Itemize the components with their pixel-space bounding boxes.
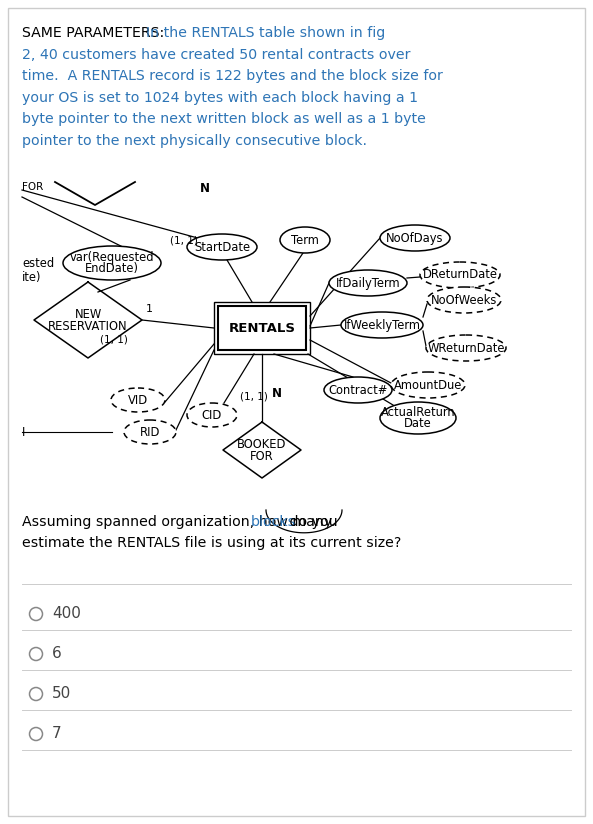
Text: RID: RID	[140, 425, 160, 438]
Ellipse shape	[280, 227, 330, 253]
Text: (1, 1): (1, 1)	[170, 235, 198, 245]
Text: time.  A RENTALS record is 122 bytes and the block size for: time. A RENTALS record is 122 bytes and …	[22, 69, 443, 83]
Text: VID: VID	[128, 394, 148, 406]
Polygon shape	[34, 282, 142, 358]
Text: do you: do you	[285, 515, 338, 529]
Ellipse shape	[426, 335, 506, 361]
Text: pointer to the next physically consecutive block.: pointer to the next physically consecuti…	[22, 133, 367, 147]
Text: 6: 6	[52, 647, 62, 662]
Text: N: N	[200, 181, 210, 194]
Ellipse shape	[380, 402, 456, 434]
Text: 50: 50	[52, 686, 71, 701]
Text: var(Requested: var(Requested	[70, 251, 154, 264]
Text: (1, 1): (1, 1)	[240, 391, 268, 401]
Text: byte pointer to the next written block as well as a 1 byte: byte pointer to the next written block a…	[22, 112, 426, 126]
Text: blocks: blocks	[251, 515, 296, 529]
Text: IfDailyTerm: IfDailyTerm	[336, 277, 400, 289]
Text: Term: Term	[291, 233, 319, 246]
Text: IfWeeklyTerm: IfWeeklyTerm	[343, 319, 420, 331]
Text: your OS is set to 1024 bytes with each block having a 1: your OS is set to 1024 bytes with each b…	[22, 91, 418, 105]
Text: I: I	[22, 425, 25, 438]
Text: Contract#: Contract#	[329, 383, 388, 396]
Text: 2, 40 customers have created 50 rental contracts over: 2, 40 customers have created 50 rental c…	[22, 48, 410, 62]
FancyBboxPatch shape	[8, 8, 585, 816]
Text: ested: ested	[22, 257, 54, 270]
Text: RENTALS: RENTALS	[228, 321, 295, 335]
Text: 7: 7	[52, 727, 62, 742]
Bar	[218, 306, 306, 350]
Circle shape	[30, 607, 43, 620]
Circle shape	[30, 687, 43, 700]
Text: SAME PARAMETERS:: SAME PARAMETERS:	[22, 26, 164, 40]
Text: RESERVATION: RESERVATION	[48, 320, 128, 333]
Ellipse shape	[391, 372, 465, 398]
Text: ActualReturn: ActualReturn	[381, 406, 455, 419]
Text: Date: Date	[404, 417, 432, 430]
Ellipse shape	[341, 312, 423, 338]
Text: BOOKED: BOOKED	[237, 438, 286, 451]
Polygon shape	[223, 422, 301, 478]
Bar	[214, 302, 310, 354]
Text: NEW: NEW	[74, 307, 101, 321]
Text: EndDate): EndDate)	[85, 262, 139, 275]
Text: NoOfWeeks: NoOfWeeks	[431, 293, 497, 307]
Text: N: N	[272, 386, 282, 400]
Ellipse shape	[329, 270, 407, 296]
Ellipse shape	[187, 234, 257, 260]
Ellipse shape	[420, 262, 500, 288]
Text: 1: 1	[146, 304, 153, 314]
Text: FOR: FOR	[22, 182, 43, 192]
Text: FOR: FOR	[250, 450, 274, 462]
Ellipse shape	[111, 388, 165, 412]
Text: WReturnDate: WReturnDate	[427, 341, 505, 354]
Text: StartDate: StartDate	[194, 241, 250, 254]
Text: estimate the RENTALS file is using at its current size?: estimate the RENTALS file is using at it…	[22, 536, 401, 550]
Ellipse shape	[380, 225, 450, 251]
Text: NoOfDays: NoOfDays	[386, 232, 444, 245]
Ellipse shape	[427, 287, 501, 313]
Circle shape	[30, 648, 43, 661]
Text: DReturnDate: DReturnDate	[422, 269, 498, 282]
Text: Assuming spanned organization, how many: Assuming spanned organization, how many	[22, 515, 337, 529]
Circle shape	[30, 728, 43, 741]
Ellipse shape	[63, 246, 161, 280]
Text: 400: 400	[52, 606, 81, 621]
Text: AmountDue: AmountDue	[394, 378, 462, 391]
Text: (1, 1): (1, 1)	[100, 334, 128, 344]
Ellipse shape	[124, 420, 176, 444]
Text: In the RENTALS table shown in fig: In the RENTALS table shown in fig	[137, 26, 385, 40]
Ellipse shape	[324, 377, 392, 403]
Text: ite): ite)	[22, 271, 42, 284]
Ellipse shape	[187, 403, 237, 427]
Text: CID: CID	[202, 409, 222, 422]
